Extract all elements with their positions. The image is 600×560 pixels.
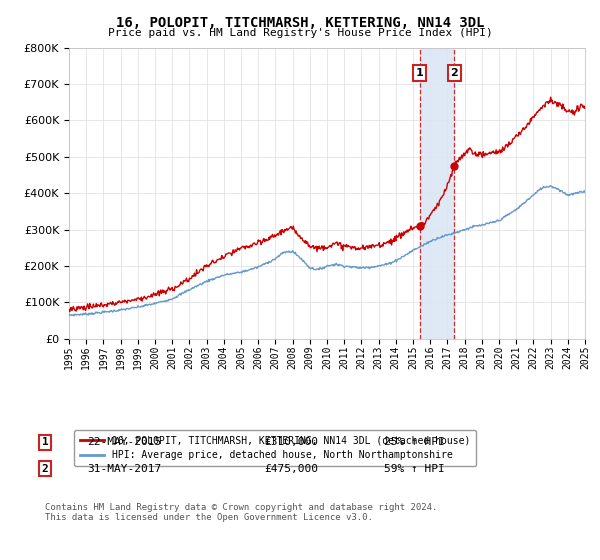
Text: £475,000: £475,000 — [264, 464, 318, 474]
Text: 16, POLOPIT, TITCHMARSH, KETTERING, NN14 3DL: 16, POLOPIT, TITCHMARSH, KETTERING, NN14… — [116, 16, 484, 30]
Text: Price paid vs. HM Land Registry's House Price Index (HPI): Price paid vs. HM Land Registry's House … — [107, 28, 493, 38]
Text: 2: 2 — [41, 464, 49, 474]
Text: 1: 1 — [41, 437, 49, 447]
Text: 1: 1 — [416, 68, 424, 78]
Text: 59% ↑ HPI: 59% ↑ HPI — [384, 464, 445, 474]
Text: 22-MAY-2015: 22-MAY-2015 — [87, 437, 161, 447]
Text: 25% ↑ HPI: 25% ↑ HPI — [384, 437, 445, 447]
Bar — [419, 48, 454, 339]
Text: 2: 2 — [451, 68, 458, 78]
Text: 31-MAY-2017: 31-MAY-2017 — [87, 464, 161, 474]
Text: Contains HM Land Registry data © Crown copyright and database right 2024.
This d: Contains HM Land Registry data © Crown c… — [45, 503, 437, 522]
Legend: 16, POLOPIT, TITCHMARSH, KETTERING, NN14 3DL (detached house), HPI: Average pric: 16, POLOPIT, TITCHMARSH, KETTERING, NN14… — [74, 430, 476, 466]
Text: £310,000: £310,000 — [264, 437, 318, 447]
